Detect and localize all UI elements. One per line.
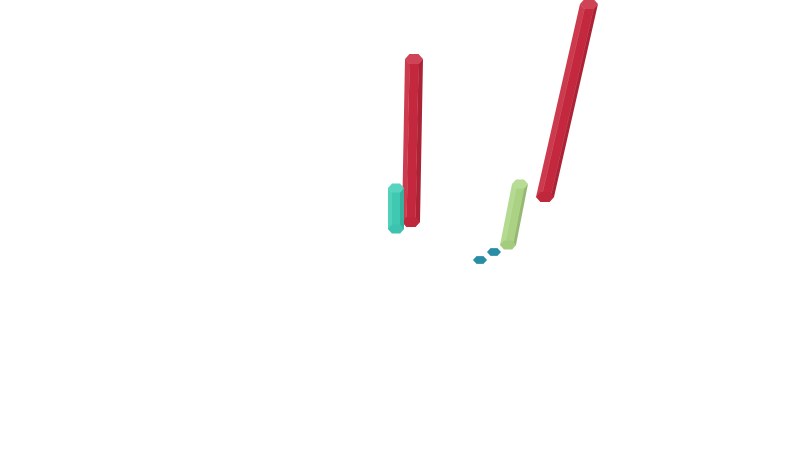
- bar-top-cap: [580, 0, 598, 9]
- bar-b6: [487, 248, 501, 256]
- bar-face-front: [540, 9, 594, 202]
- bar-base: [500, 240, 516, 250]
- bar-top-cap: [473, 256, 487, 264]
- bar-base: [536, 192, 554, 202]
- bar-face-left: [500, 184, 516, 250]
- bar-face-left: [402, 59, 410, 227]
- bar-face-front: [406, 64, 419, 227]
- bar-base: [402, 217, 420, 227]
- bar-b1: [402, 54, 423, 227]
- bar-base: [388, 224, 404, 234]
- bar-b3: [388, 183, 404, 234]
- bar-face-left: [388, 188, 392, 234]
- bar-face-right: [415, 59, 423, 227]
- bar-face-right: [512, 184, 528, 250]
- bar-b5: [473, 256, 487, 264]
- bar-top-cap: [487, 248, 501, 256]
- bar-face-right: [400, 188, 404, 234]
- bar-b2: [536, 0, 598, 202]
- bar-face-right: [549, 4, 598, 202]
- bar-top-cap: [388, 183, 404, 193]
- bar-top-cap: [512, 179, 528, 189]
- bar-face-front: [504, 188, 524, 250]
- bar-face-left: [536, 4, 585, 202]
- bar-b4: [500, 179, 528, 250]
- bars-layer: [388, 0, 598, 264]
- bar-face-front: [392, 192, 400, 234]
- bar-top-cap: [405, 54, 423, 64]
